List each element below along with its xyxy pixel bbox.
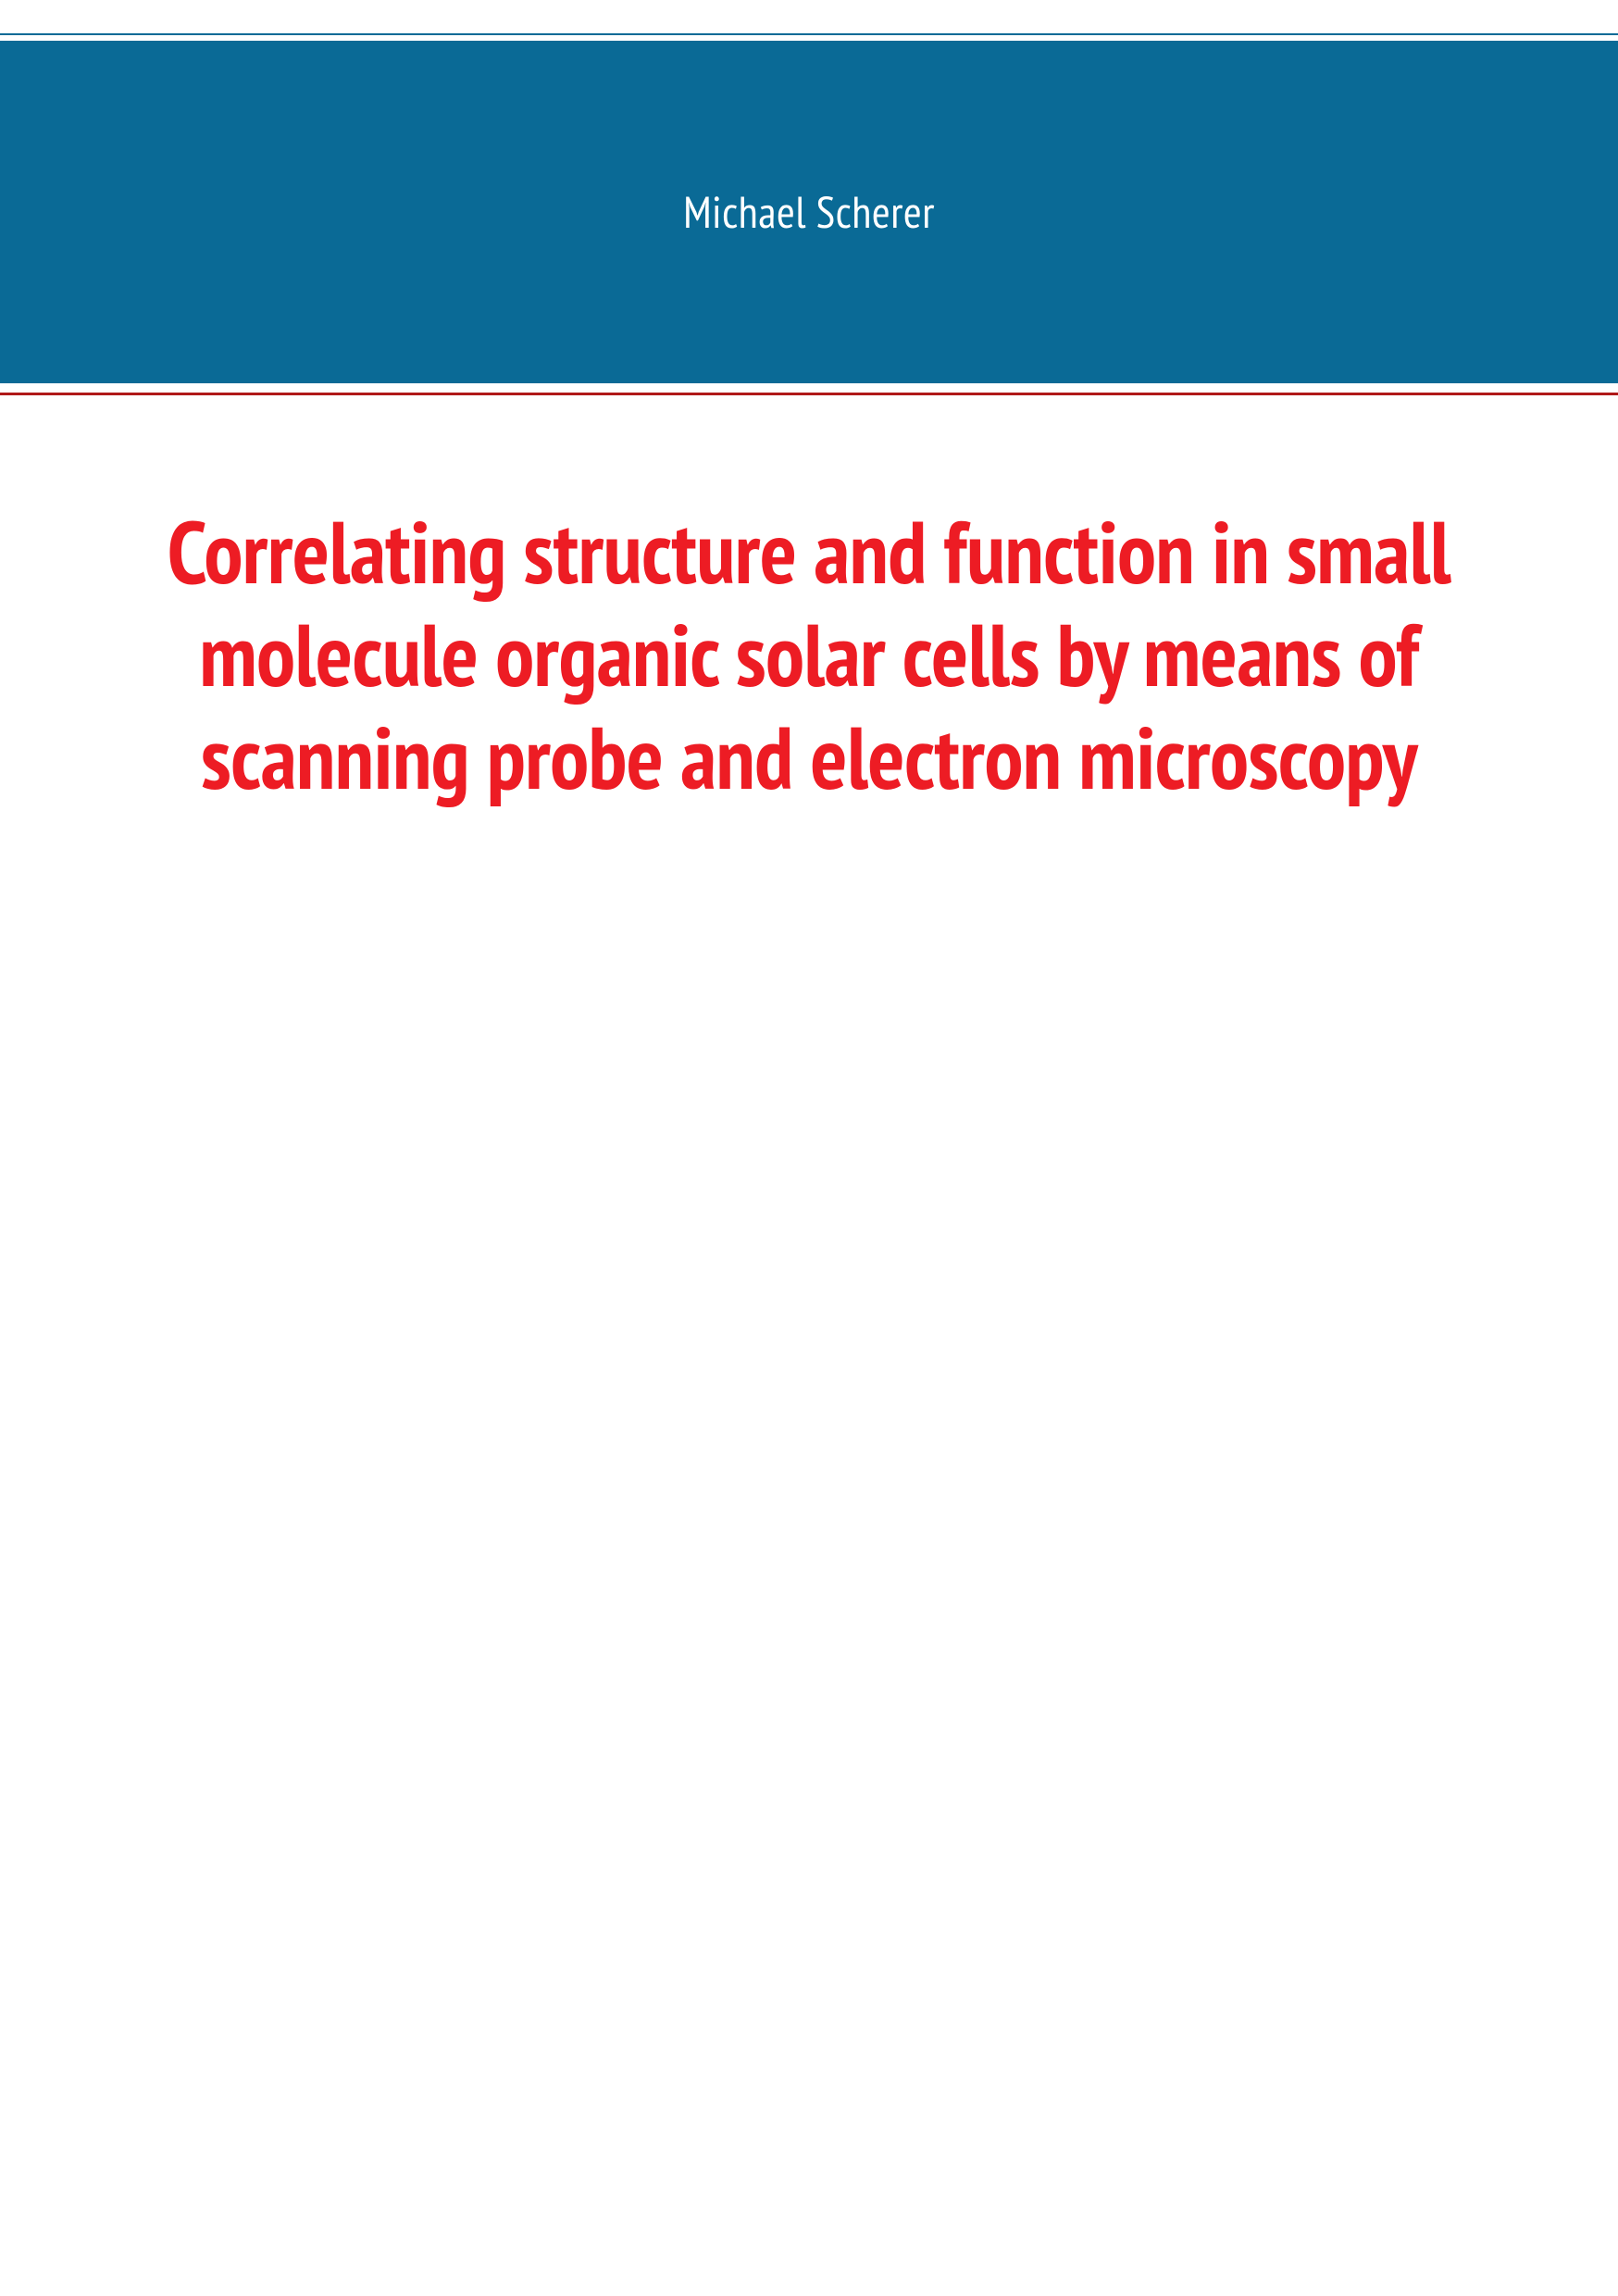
title-container: Correlating structure and function in sm… [0, 500, 1618, 808]
author-name: Michael Scherer [683, 183, 935, 241]
author-band: Michael Scherer [0, 41, 1618, 383]
cover-title: Correlating structure and function in sm… [65, 500, 1553, 808]
top-horizontal-rule [0, 33, 1618, 35]
red-horizontal-rule [0, 393, 1618, 395]
